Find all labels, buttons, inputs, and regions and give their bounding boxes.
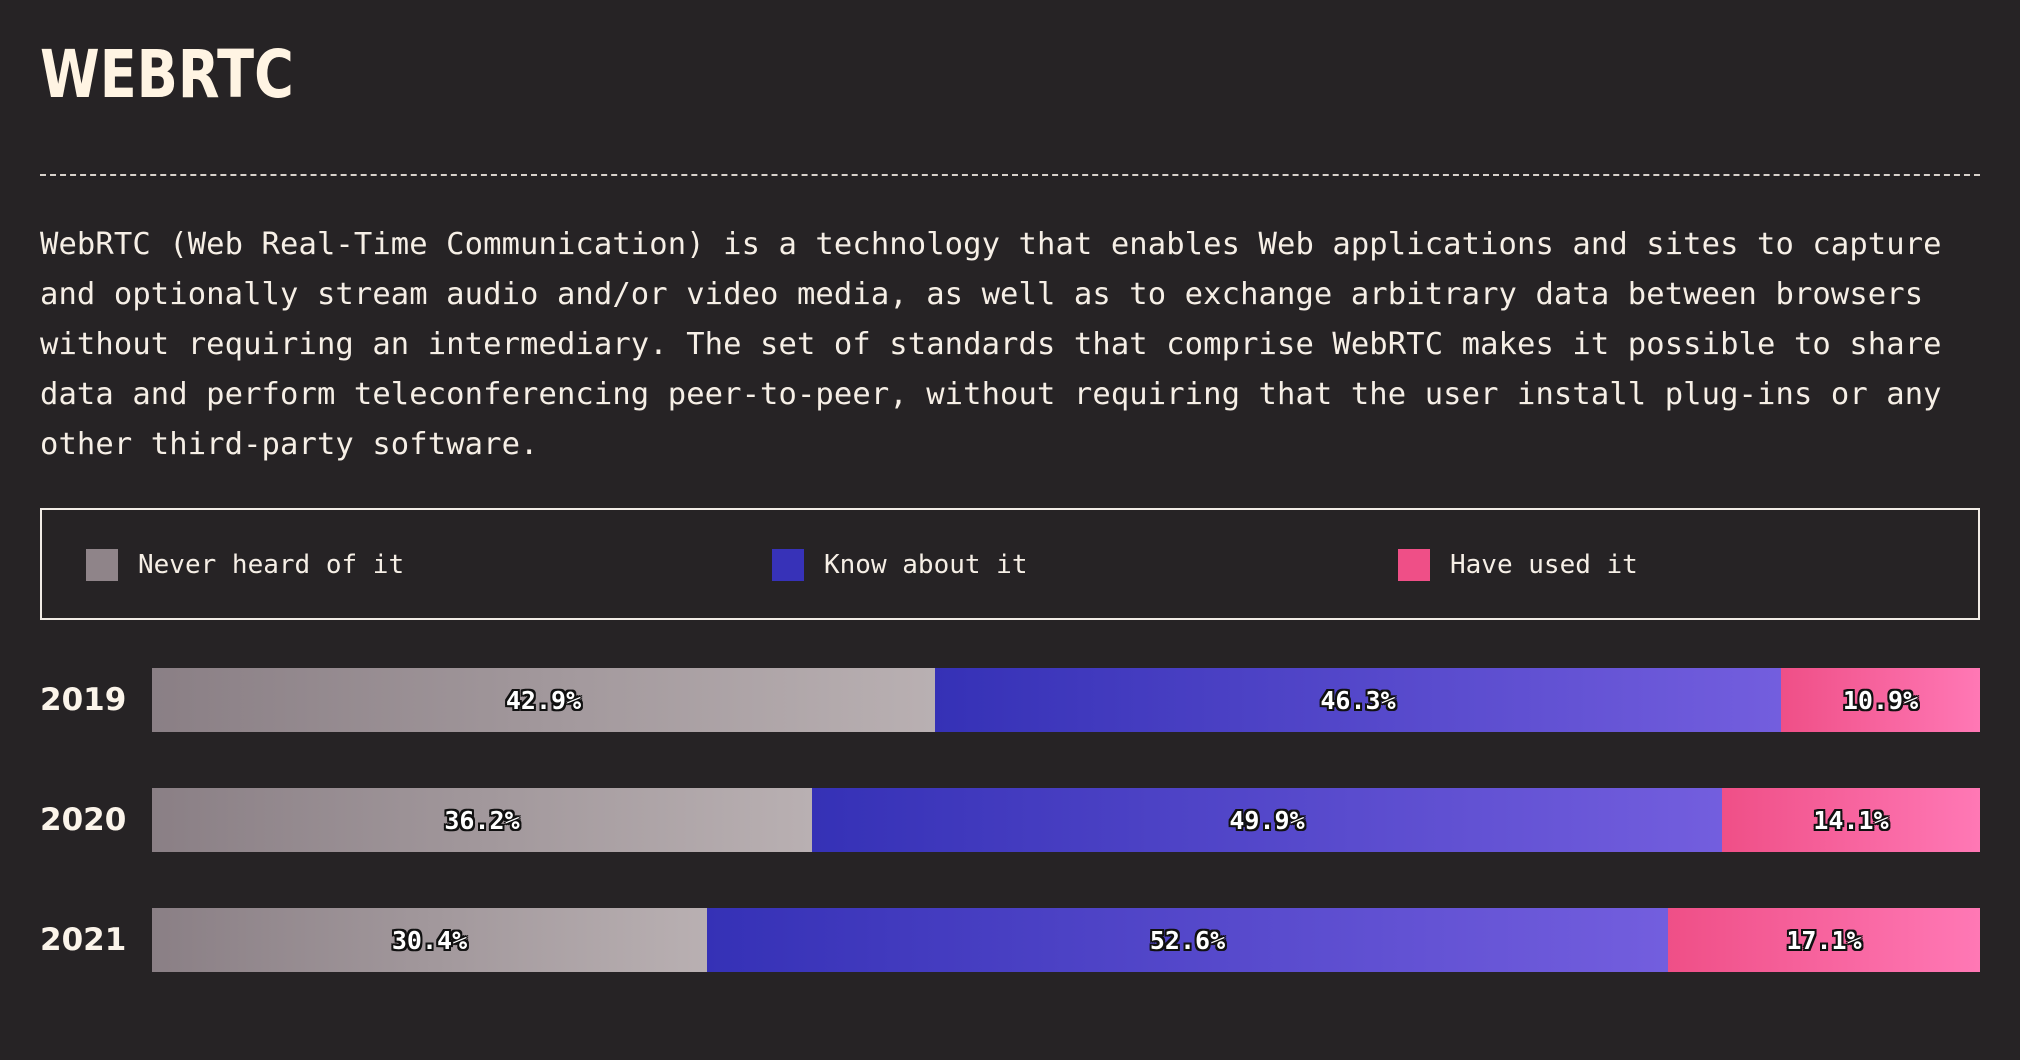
- bar-segment-have-used-2021[interactable]: 17.1%: [1668, 908, 1980, 972]
- data-label: 14.1%: [1813, 805, 1889, 835]
- bar-segment-never-heard-2019[interactable]: 42.9%: [152, 668, 935, 732]
- legend-swatch-know-about: [772, 549, 804, 581]
- bar-row-2020: 36.2% 49.9% 14.1%: [152, 788, 1980, 852]
- bar-segment-never-heard-2021[interactable]: 30.4%: [152, 908, 707, 972]
- bar-row-2021: 30.4% 52.6% 17.1%: [152, 908, 1980, 972]
- legend-label-have-used: Have used it: [1450, 550, 1638, 580]
- chart-legend: Never heard of it Know about it Have use…: [40, 508, 1980, 620]
- legend-item-never-heard[interactable]: Never heard of it: [86, 549, 404, 581]
- data-label: 17.1%: [1786, 925, 1862, 955]
- data-label: 10.9%: [1842, 685, 1919, 715]
- legend-swatch-have-used: [1398, 549, 1430, 581]
- legend-label-never-heard: Never heard of it: [138, 550, 405, 580]
- page-title: WEBRTC: [40, 36, 294, 113]
- data-label: 52.6%: [1149, 925, 1226, 955]
- section-divider: [40, 174, 1980, 176]
- row-label-2020: 2020: [40, 802, 127, 838]
- bar-segment-never-heard-2020[interactable]: 36.2%: [152, 788, 812, 852]
- section-description: WebRTC (Web Real-Time Communication) is …: [40, 227, 1942, 462]
- bar-segment-know-about-2021[interactable]: 52.6%: [707, 908, 1668, 972]
- row-label-2021: 2021: [40, 922, 127, 958]
- bar-segment-know-about-2020[interactable]: 49.9%: [812, 788, 1722, 852]
- bar-segment-have-used-2020[interactable]: 14.1%: [1722, 788, 1980, 852]
- data-label: 36.2%: [444, 805, 520, 835]
- bar-row-2019: 42.9% 46.3% 10.9%: [152, 668, 1980, 732]
- data-label: 46.3%: [1320, 685, 1396, 715]
- data-label: 30.4%: [391, 925, 468, 955]
- legend-item-have-used[interactable]: Have used it: [1398, 549, 1638, 581]
- bar-segment-have-used-2019[interactable]: 10.9%: [1781, 668, 1980, 732]
- legend-swatch-never-heard: [86, 549, 118, 581]
- data-label: 42.9%: [505, 685, 582, 715]
- data-label: 49.9%: [1229, 805, 1305, 835]
- bar-segment-know-about-2019[interactable]: 46.3%: [935, 668, 1781, 732]
- legend-label-know-about: Know about it: [824, 550, 1028, 580]
- row-label-2019: 2019: [40, 682, 127, 718]
- legend-item-know-about[interactable]: Know about it: [772, 549, 1028, 581]
